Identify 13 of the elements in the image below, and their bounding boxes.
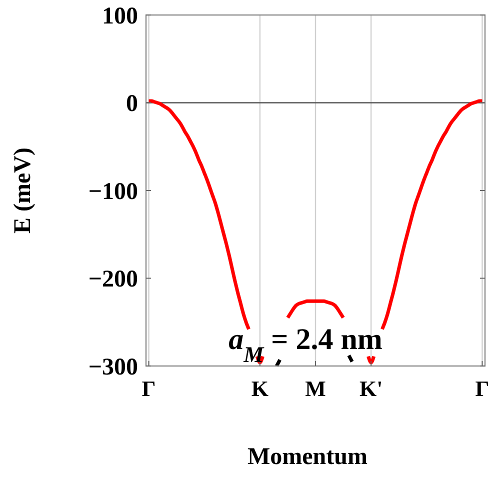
y-tick-label: −300 [88, 354, 138, 380]
x-tick-label: K [251, 376, 268, 401]
x-axis-title: Momentum [248, 444, 368, 470]
x-tick-label: M [305, 376, 326, 401]
annotation: a$_{M}$ = 2.4 nm [228, 323, 382, 366]
y-tick-label: 100 [102, 3, 138, 30]
y-axis-title: E (meV) [10, 148, 36, 234]
x-tick-label: K' [359, 376, 383, 401]
y-tick-label: −100 [88, 178, 138, 205]
x-tick-label: Γ [142, 376, 156, 401]
x-tick-label: Γ [475, 376, 490, 401]
y-tick-label: 0 [126, 91, 138, 118]
y-tick-label: −200 [88, 266, 138, 293]
